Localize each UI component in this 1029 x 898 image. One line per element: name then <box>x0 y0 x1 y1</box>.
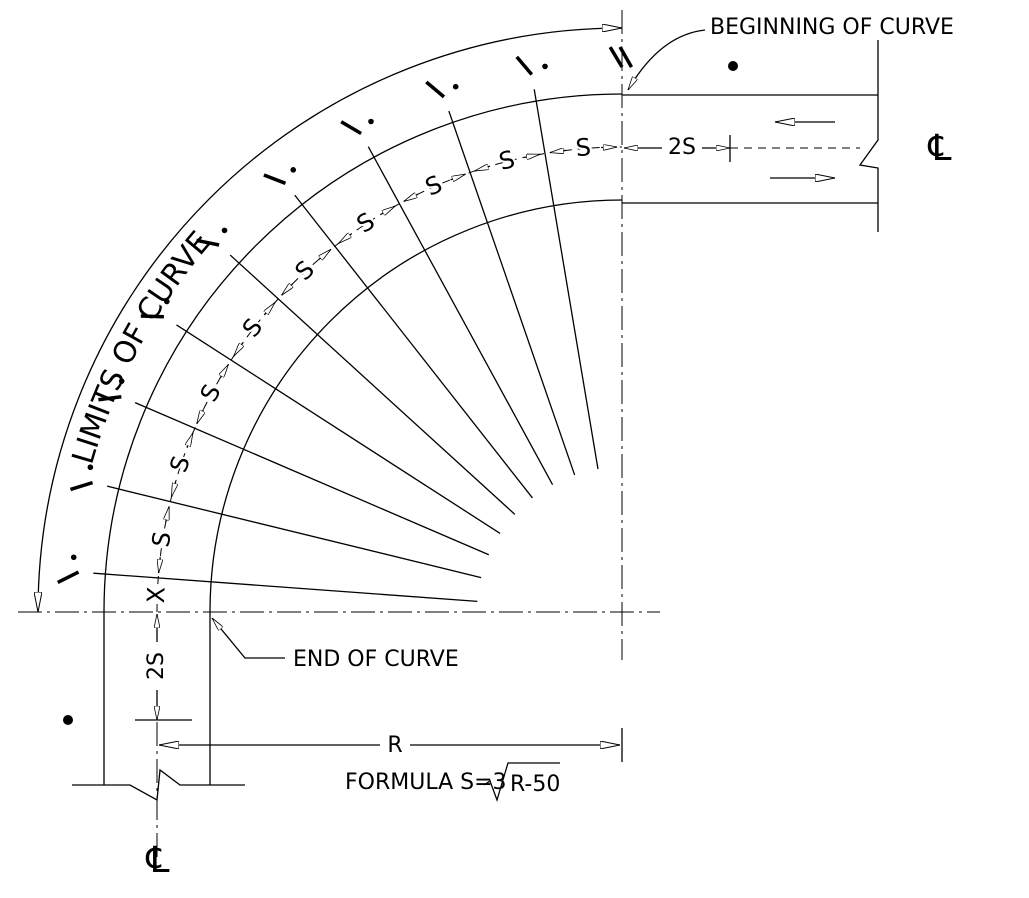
spacing-arrow <box>220 363 230 379</box>
leader <box>211 617 285 659</box>
spacing-label: S <box>237 313 268 342</box>
curve-edges <box>103 93 623 613</box>
spacing-arrow <box>450 173 466 180</box>
division-line <box>448 110 576 476</box>
limits-label: LIMITS OF CURVE <box>65 225 217 468</box>
formula-radicand: R-50 <box>510 772 560 797</box>
end-label: END OF CURVE <box>293 647 459 672</box>
limits-label-path: LIMITS OF CURVE <box>65 225 217 468</box>
spacing-label: S <box>164 452 195 475</box>
delineator <box>425 80 446 99</box>
radical-sign <box>483 762 560 803</box>
division-line <box>533 89 599 470</box>
spacing-arrow <box>381 205 396 214</box>
straight-edges <box>103 612 211 785</box>
spacing-arrow <box>159 557 161 573</box>
delineator <box>140 314 164 319</box>
leader <box>627 29 706 91</box>
division-line <box>106 485 482 579</box>
delineator-dot <box>542 63 548 70</box>
division-line <box>229 254 516 515</box>
centerline-symbol: ℄ <box>145 840 169 881</box>
spacing-arrow <box>318 248 332 259</box>
division-line <box>367 146 554 486</box>
spacing-arrow <box>187 432 194 448</box>
delineator-dot <box>87 464 94 471</box>
spacing-label: S <box>147 530 177 549</box>
delineator <box>608 46 624 68</box>
spacing-arrow <box>550 150 566 152</box>
delineator-dot <box>221 227 228 234</box>
dot <box>63 715 73 725</box>
delineator <box>515 55 534 76</box>
straight-edges <box>622 94 878 204</box>
break-line <box>72 768 245 802</box>
delineator-dot <box>118 378 125 384</box>
delineator-dot <box>452 83 459 90</box>
division-line <box>294 194 533 499</box>
spacing-arrow <box>170 481 175 496</box>
spacing-arrow <box>196 409 204 425</box>
delineator <box>618 46 634 68</box>
spacing-label: S <box>195 380 227 407</box>
two-s-label: 2S <box>668 135 696 160</box>
delineator-dot <box>290 167 297 173</box>
limits-arc <box>38 28 622 612</box>
formula-prefix: FORMULA S=3 <box>345 770 507 795</box>
centerline <box>156 146 623 613</box>
spacing-arrow <box>265 302 276 314</box>
spacing-label: S <box>352 207 380 239</box>
spacing-label: X <box>142 586 171 603</box>
dot <box>728 61 738 71</box>
delineator-dot <box>70 554 77 561</box>
division-line <box>93 572 478 603</box>
spacing-arrow <box>524 154 541 157</box>
delineator <box>69 480 94 492</box>
break-line <box>858 40 879 232</box>
beginning-label: BEGINNING OF CURVE <box>710 15 954 40</box>
spacing-label: S <box>290 255 320 286</box>
delineator <box>56 570 80 584</box>
delineator <box>98 394 122 402</box>
radius-label: R <box>387 733 402 758</box>
delineator-dot <box>164 298 170 305</box>
spacing-arrow <box>475 166 491 172</box>
spacing-label: S <box>496 145 518 176</box>
spacing-arrow <box>338 234 352 244</box>
spacing-arrow <box>281 284 293 296</box>
delineator <box>340 120 363 136</box>
delineator-dot <box>368 118 374 125</box>
spacing-label: S <box>575 133 593 162</box>
delineator <box>263 173 287 185</box>
delineator <box>196 238 220 247</box>
spacing-arrow <box>233 342 243 357</box>
two-s-label: 2S <box>144 652 169 680</box>
division-line <box>176 324 501 534</box>
spacing-arrow <box>166 506 170 523</box>
spacing-arrow <box>403 194 419 203</box>
division-line <box>134 402 490 556</box>
centerline-symbol: ℄ <box>927 128 951 169</box>
spacing-label: S <box>421 170 446 202</box>
